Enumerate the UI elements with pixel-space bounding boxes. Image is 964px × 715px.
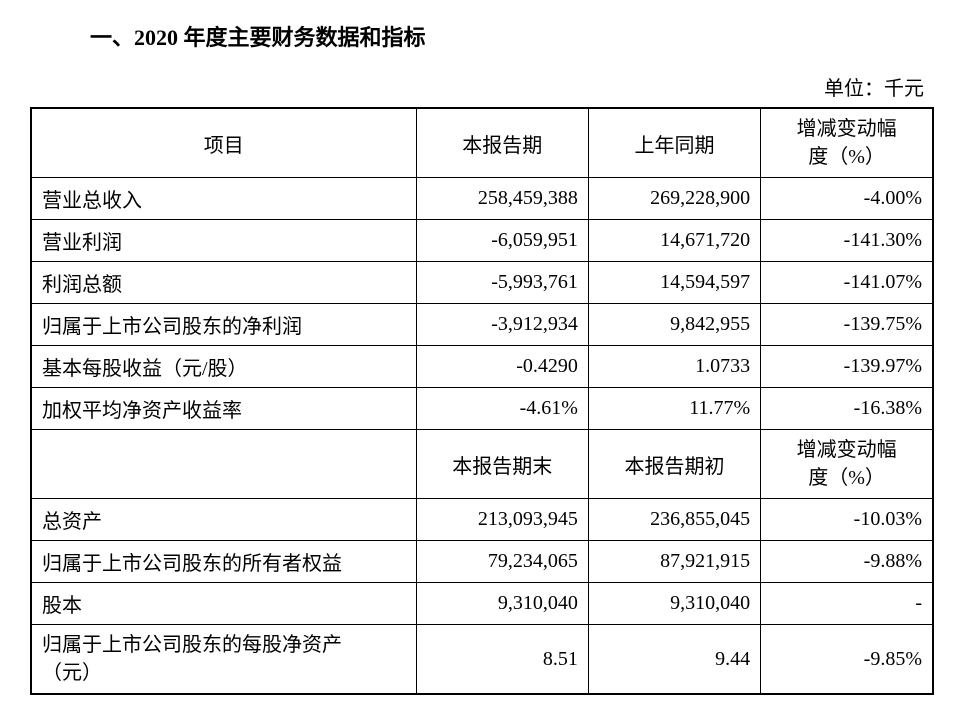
header-prior-period: 上年同期 — [588, 108, 760, 178]
cell-item: 归属于上市公司股东的每股净资产（元） — [31, 625, 416, 695]
cell-value: -16.38% — [761, 388, 933, 430]
cell-value: -10.03% — [761, 499, 933, 541]
cell-item: 总资产 — [31, 499, 416, 541]
table-row: 基本每股收益（元/股） -0.4290 1.0733 -139.97% — [31, 346, 933, 388]
table-row: 股本 9,310,040 9,310,040 - — [31, 583, 933, 625]
cell-item: 营业利润 — [31, 220, 416, 262]
cell-value: -139.97% — [761, 346, 933, 388]
cell-value: 14,594,597 — [588, 262, 760, 304]
table-row: 营业利润 -6,059,951 14,671,720 -141.30% — [31, 220, 933, 262]
table-row: 归属于上市公司股东的每股净资产（元） 8.51 9.44 -9.85% — [31, 625, 933, 695]
cell-value: -141.07% — [761, 262, 933, 304]
header-change: 增减变动幅度（%） — [761, 108, 933, 178]
cell-value: 213,093,945 — [416, 499, 588, 541]
table-row: 归属于上市公司股东的所有者权益 79,234,065 87,921,915 -9… — [31, 541, 933, 583]
cell-value: 14,671,720 — [588, 220, 760, 262]
header-period-begin: 本报告期初 — [588, 430, 760, 499]
cell-value: 79,234,065 — [416, 541, 588, 583]
cell-value: -5,993,761 — [416, 262, 588, 304]
cell-value: 9,842,955 — [588, 304, 760, 346]
header-item — [31, 430, 416, 499]
table-row: 加权平均净资产收益率 -4.61% 11.77% -16.38% — [31, 388, 933, 430]
cell-value: 11.77% — [588, 388, 760, 430]
cell-value: -9.88% — [761, 541, 933, 583]
cell-item: 加权平均净资产收益率 — [31, 388, 416, 430]
table-header-row: 项目 本报告期 上年同期 增减变动幅度（%） — [31, 108, 933, 178]
cell-value: 258,459,388 — [416, 178, 588, 220]
unit-label: 单位：千元 — [30, 72, 924, 101]
financial-table: 项目 本报告期 上年同期 增减变动幅度（%） 营业总收入 258,459,388… — [30, 107, 934, 695]
cell-value: -4.00% — [761, 178, 933, 220]
cell-value: -0.4290 — [416, 346, 588, 388]
cell-value: 87,921,915 — [588, 541, 760, 583]
cell-value: - — [761, 583, 933, 625]
cell-item: 归属于上市公司股东的净利润 — [31, 304, 416, 346]
header-current-period: 本报告期 — [416, 108, 588, 178]
cell-item: 基本每股收益（元/股） — [31, 346, 416, 388]
cell-value: -3,912,934 — [416, 304, 588, 346]
table-row: 总资产 213,093,945 236,855,045 -10.03% — [31, 499, 933, 541]
table-subheader-row: 本报告期末 本报告期初 增减变动幅度（%） — [31, 430, 933, 499]
cell-value: 8.51 — [416, 625, 588, 695]
cell-value: -4.61% — [416, 388, 588, 430]
section-title: 一、2020 年度主要财务数据和指标 — [90, 20, 934, 52]
cell-value: 9,310,040 — [588, 583, 760, 625]
cell-value: 269,228,900 — [588, 178, 760, 220]
header-item: 项目 — [31, 108, 416, 178]
header-change: 增减变动幅度（%） — [761, 430, 933, 499]
cell-item: 股本 — [31, 583, 416, 625]
cell-value: 9.44 — [588, 625, 760, 695]
cell-item: 营业总收入 — [31, 178, 416, 220]
table-row: 营业总收入 258,459,388 269,228,900 -4.00% — [31, 178, 933, 220]
cell-item: 利润总额 — [31, 262, 416, 304]
table-row: 归属于上市公司股东的净利润 -3,912,934 9,842,955 -139.… — [31, 304, 933, 346]
table-row: 利润总额 -5,993,761 14,594,597 -141.07% — [31, 262, 933, 304]
cell-value: 9,310,040 — [416, 583, 588, 625]
cell-value: -9.85% — [761, 625, 933, 695]
cell-value: 1.0733 — [588, 346, 760, 388]
cell-value: -6,059,951 — [416, 220, 588, 262]
cell-value: -141.30% — [761, 220, 933, 262]
header-period-end: 本报告期末 — [416, 430, 588, 499]
cell-value: 236,855,045 — [588, 499, 760, 541]
cell-value: -139.75% — [761, 304, 933, 346]
cell-item: 归属于上市公司股东的所有者权益 — [31, 541, 416, 583]
